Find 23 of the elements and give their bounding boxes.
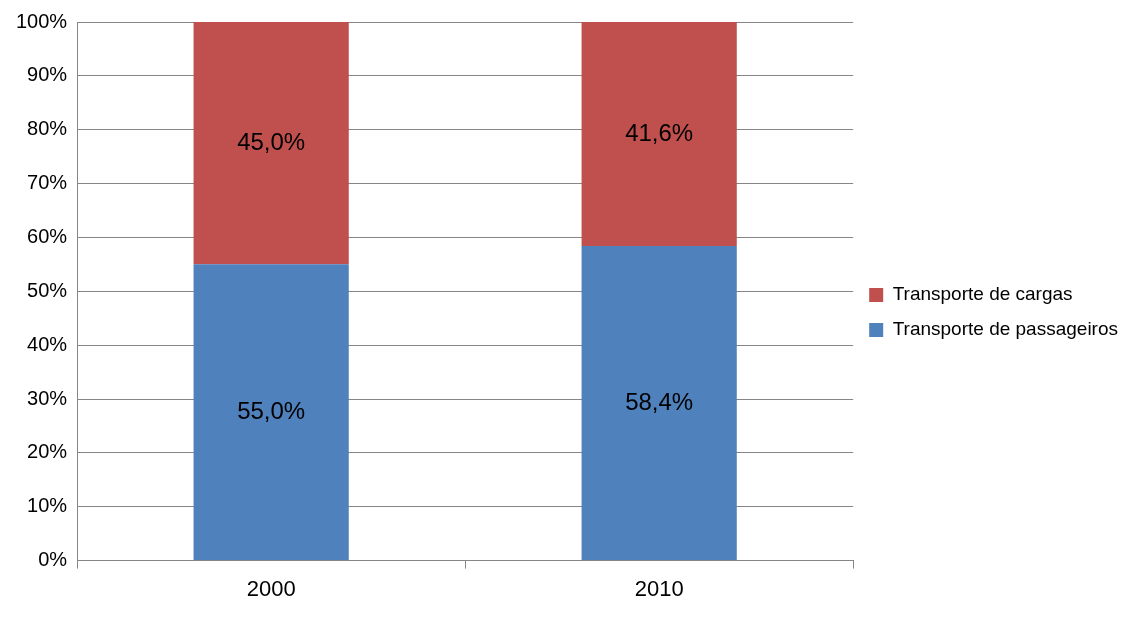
data-label: 45,0% [237, 127, 306, 155]
legend-label: Transporte de cargas [892, 283, 1073, 305]
y-tick-label: 70% [27, 171, 68, 194]
y-tick-label: 60% [27, 224, 68, 247]
y-tick-label: 30% [27, 386, 68, 409]
bar [193, 22, 349, 265]
bar [581, 246, 737, 561]
y-tick-label: 90% [27, 63, 68, 86]
y-tick-label: 80% [27, 117, 68, 140]
bar [193, 264, 349, 561]
y-tick-label: 40% [27, 332, 68, 355]
data-label: 58,4% [625, 387, 694, 415]
data-label: 55,0% [237, 396, 306, 424]
x-tick-label: 2010 [634, 575, 684, 601]
x-tick-label: 2000 [246, 575, 296, 601]
bar [581, 22, 737, 247]
y-tick-label: 10% [27, 494, 68, 517]
y-tick-label: 0% [38, 548, 68, 571]
legend-label: Transporte de passageiros [892, 318, 1118, 340]
y-tick-label: 50% [27, 278, 68, 301]
y-tick-label: 100% [16, 9, 68, 32]
y-tick-label: 20% [27, 440, 68, 463]
data-label: 41,6% [625, 118, 694, 146]
